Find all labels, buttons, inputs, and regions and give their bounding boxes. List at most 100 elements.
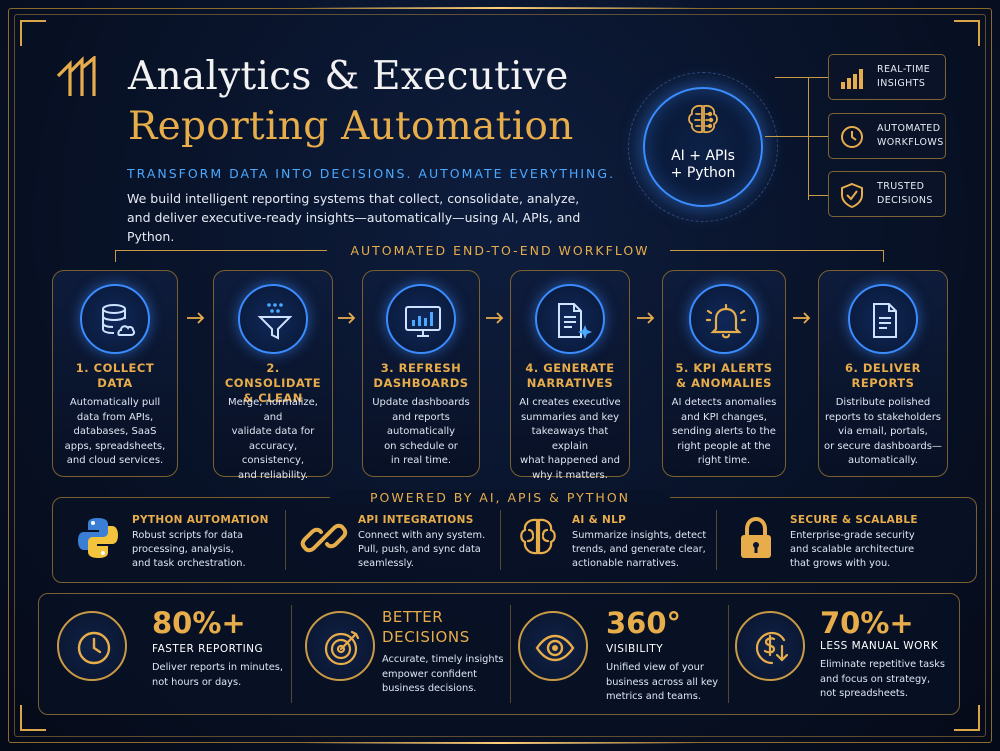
hub-circle [643, 87, 763, 207]
stat-label: FASTER REPORTING [152, 643, 264, 655]
powered-item-title: SECURE & SCALABLE [790, 514, 918, 526]
feature-tag-label: AUTOMATED WORKFLOWS [877, 123, 944, 148]
powered-item-description: Connect with any system. Pull, push, and … [358, 530, 486, 569]
stat-description: Accurate, timely insights empower confide… [382, 654, 504, 694]
funnel-icon [257, 303, 293, 340]
stat-icon-circle [57, 611, 127, 681]
step-description: AI detects anomalies and KPI changes, send… [671, 397, 777, 466]
divider [716, 510, 717, 570]
step-icon-circle [689, 284, 759, 354]
corner-ornament [954, 705, 980, 731]
dashboard-monitor-icon [405, 306, 441, 337]
powered-item-api: API INTEGRATIONS Connect with any system… [300, 510, 510, 576]
step-icon-circle [80, 284, 150, 354]
powered-item-title: API INTEGRATIONS [358, 514, 474, 526]
powered-item-secure: SECURE & SCALABLE Enterprise-grade secur… [732, 510, 952, 576]
dollar-down-icon [755, 631, 789, 665]
step-icon-circle [238, 284, 308, 354]
bar-chart-icon [841, 69, 863, 89]
arrow-right-icon [793, 312, 811, 324]
padlock-icon [741, 516, 771, 558]
tagline: TRANSFORM DATA INTO DECISIONS. AUTOMATE … [127, 166, 616, 181]
arrow-right-icon [637, 312, 655, 324]
step-description: AI creates executive summaries and key tak… [519, 397, 621, 481]
page-title-line1: Analytics & Executive [128, 54, 569, 99]
stat-icon-circle [518, 611, 588, 681]
feature-tag-label: TRUSTED DECISIONS [877, 181, 933, 206]
hub-outer-ring [628, 72, 778, 222]
step-title: 4. GENERATE NARRATIVES [525, 361, 615, 390]
connector-line [808, 195, 828, 196]
glow-accent [300, 7, 700, 9]
workflow-step-refresh-dashboards: 3. REFRESH DASHBOARDS Update dashboards an… [362, 270, 480, 477]
stat-value-visibility: 360° [606, 606, 682, 640]
divider [285, 510, 286, 570]
arrow-right-icon [486, 312, 504, 324]
feature-tag-label: REAL-TIME INSIGHTS [877, 64, 931, 89]
report-document-icon [873, 303, 897, 338]
workflow-step-kpi-alerts: 5. KPI ALERTS & ANOMALIES AI detects anom… [662, 270, 786, 477]
step-icon-circle [848, 284, 918, 354]
step-title: 2. CONSOLIDATE & CLEAN [224, 361, 322, 405]
stat-description: Eliminate repetitive tasks and focus on s… [820, 659, 945, 699]
eye-icon [535, 634, 575, 662]
intro-line: We build intelligent reporting systems t… [127, 191, 580, 206]
hub-label-line1: AI + APIs [671, 148, 735, 164]
stat-title-line2: DECISIONS [382, 628, 470, 646]
brain-icon [520, 518, 556, 555]
step-description: Automatically pull data from APIs, databas… [64, 397, 166, 466]
feature-tag-real-time-insights: REAL-TIME INSIGHTS [828, 54, 946, 100]
page-title-line2: Reporting Automation [128, 104, 574, 149]
stat-label: VISIBILITY [606, 643, 664, 655]
divider [500, 510, 501, 570]
python-logo-icon [78, 518, 118, 558]
workflow-bracket [115, 250, 327, 262]
corner-ornament [20, 20, 46, 46]
stat-label: LESS MANUAL WORK [820, 640, 939, 652]
powered-item-description: Enterprise-grade security and scalable ar… [790, 530, 915, 569]
clock-icon [77, 631, 111, 665]
target-icon [324, 630, 360, 666]
stat-value-less-manual-work: 70%+ [820, 606, 914, 640]
powered-item-title: AI & NLP [572, 514, 627, 526]
workflow-title: AUTOMATED END-TO-END WORKFLOW [350, 243, 650, 258]
step-description: Update dashboards and reports automaticall… [372, 397, 470, 466]
stat-title-line1: BETTER [382, 608, 444, 626]
clock-icon [841, 126, 863, 148]
step-title: 3. REFRESH DASHBOARDS [373, 361, 469, 390]
stat-icon-circle [735, 611, 805, 681]
document-sparkle-icon [558, 303, 592, 339]
stats-panel [38, 593, 960, 715]
arrow-right-icon [187, 312, 205, 324]
powered-item-title: PYTHON AUTOMATION [132, 514, 269, 526]
powered-title: POWERED BY AI, APIS & PYTHON [330, 490, 670, 505]
feature-tag-automated-workflows: AUTOMATED WORKFLOWS [828, 113, 946, 159]
arrow-right-icon [338, 312, 356, 324]
step-icon-circle [535, 284, 605, 354]
powered-item-ai-nlp: AI & NLP Summarize insights, detect trend… [514, 510, 724, 576]
divider [728, 605, 729, 703]
stat-icon-circle [305, 611, 375, 681]
database-cloud-icon [102, 304, 136, 336]
connector-line [765, 136, 828, 137]
intro-line: and deliver executive-ready insights—aut… [127, 210, 581, 244]
step-title: 5. KPI ALERTS & ANOMALIES [675, 361, 773, 390]
divider [291, 605, 292, 703]
bell-icon [706, 303, 746, 339]
glow-accent [300, 742, 700, 744]
powered-item-description: Robust scripts for data processing, analy… [132, 530, 246, 569]
brain-circuit-icon [688, 104, 718, 134]
connector-line [808, 77, 809, 200]
corner-ornament [954, 20, 980, 46]
workflow-bracket [670, 250, 884, 262]
stat-description: Unified view of your business across all … [606, 662, 719, 702]
powered-item-python: PYTHON AUTOMATION Robust scripts for dat… [74, 510, 284, 576]
step-title: 6. DELIVER REPORTS [845, 361, 921, 390]
intro-text: We build intelligent reporting systems t… [127, 189, 627, 246]
hub-label-line2: + Python [670, 165, 736, 181]
step-title: 1. COLLECT DATA [75, 361, 155, 390]
corner-ornament [20, 705, 46, 731]
powered-item-description: Summarize insights, detect trends, and ge… [572, 530, 707, 569]
logo-icon [56, 56, 96, 96]
